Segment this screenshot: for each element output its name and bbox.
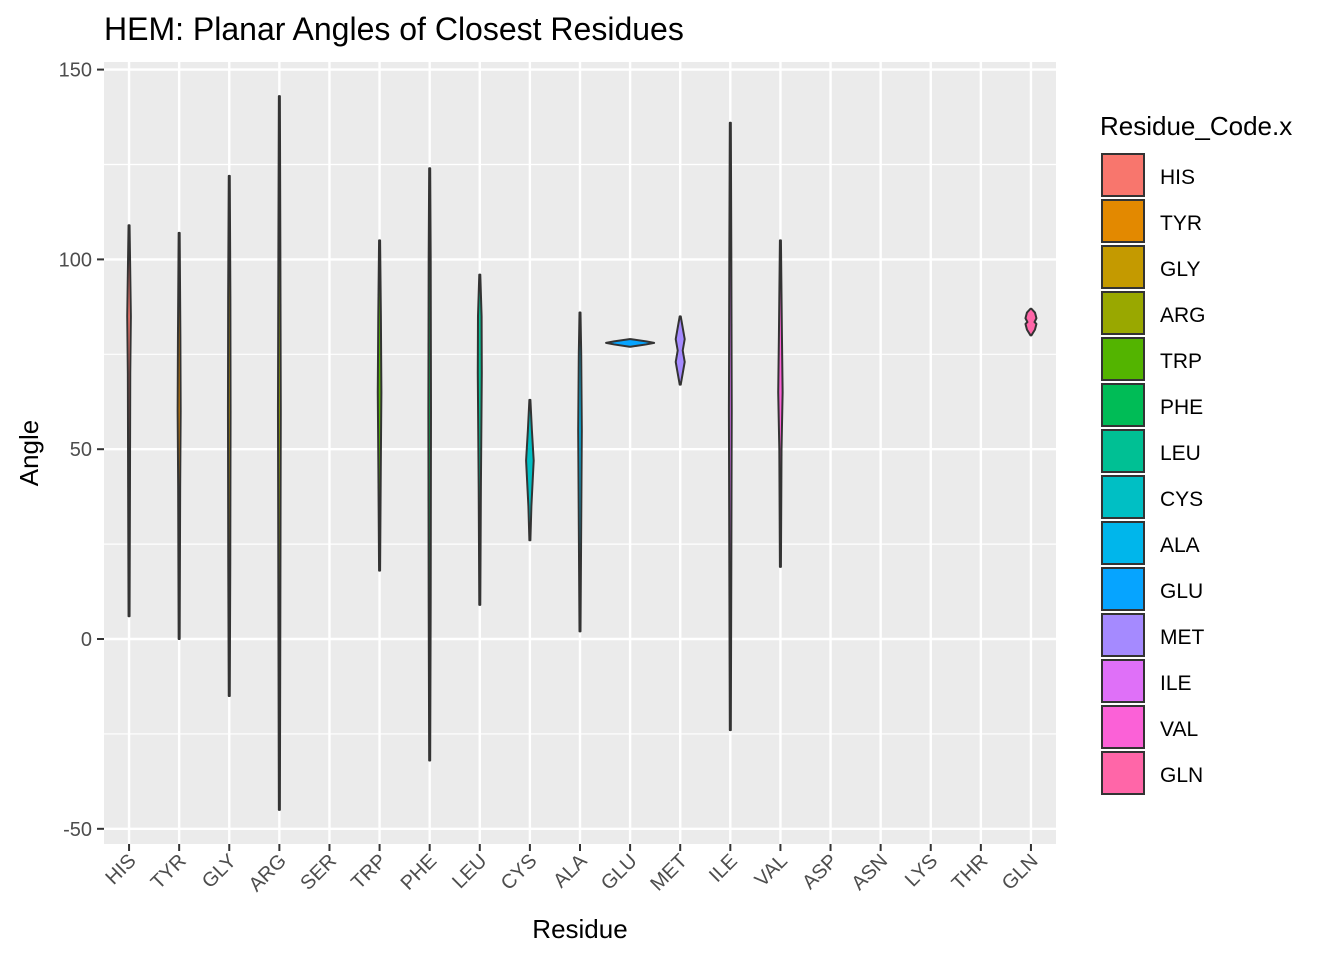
x-tick-label: ARG [245,850,291,896]
violin-tyr [176,231,182,641]
x-tick-label: HIS [101,850,140,889]
y-axis-title: Angle [14,420,44,487]
chart-title: HEM: Planar Angles of Closest Residues [104,11,684,47]
legend-label: VAL [1160,718,1198,741]
violin-ala [577,311,583,633]
legend-label: LEU [1160,442,1201,465]
legend-label: ALA [1160,534,1200,557]
violin-gln [1024,307,1038,337]
legend-label: PHE [1160,396,1203,419]
legend: Residue_Code.x HIS TYR GLY ARG TRP PHE LEU CYS A… [1100,111,1292,795]
x-tick-label: ILE [705,850,742,887]
violin-ile [727,121,733,732]
x-axis-title: Residue [532,914,627,944]
legend-title: Residue_Code.x [1100,111,1292,141]
legend-key [1101,153,1145,197]
legend-label: MET [1160,626,1205,649]
legend-label: ILE [1160,672,1192,695]
y-tick-label: 150 [59,60,92,82]
legend-label: TRP [1160,350,1202,373]
violin-gly [226,174,232,697]
violin-trp [376,239,383,572]
x-tick-label: LEU [448,850,491,893]
x-tick-label: TRP [347,850,391,894]
x-tick-label: ASN [848,850,893,895]
x-tick-label: SER [296,850,341,895]
legend-label: GLY [1160,258,1200,281]
legend-label: CYS [1160,488,1203,511]
legend-key [1101,659,1145,703]
x-tick-label: LYS [901,850,942,891]
y-tick-label: 100 [59,249,92,271]
y-tick-label: 0 [81,629,92,651]
violin-phe [427,167,432,762]
x-tick-label: CYS [497,850,542,895]
legend-label: TYR [1160,212,1202,235]
x-tick-label: VAL [751,850,792,891]
legend-key [1101,291,1145,335]
legend-label: GLU [1160,580,1203,603]
legend-key [1101,567,1145,611]
violin-glu [605,338,656,348]
x-tick-label: TYR [147,850,191,894]
x-tick-label: PHE [397,850,442,895]
y-tick-label: 50 [70,439,92,461]
y-axis: -50 0 50 100 150 [59,60,104,841]
legend-key [1101,245,1145,289]
legend-key [1101,337,1145,381]
legend-key [1101,751,1145,795]
x-tick-label: MET [646,850,691,895]
legend-key [1101,429,1145,473]
legend-entries: HIS TYR GLY ARG TRP PHE LEU CYS ALA GLU MET ILE VAL G… [1101,153,1206,795]
legend-key [1101,613,1145,657]
x-tick-label: ALA [549,850,592,893]
x-tick-label: GLN [998,850,1043,895]
legend-key [1101,383,1145,427]
violin-arg [276,95,282,811]
legend-key [1101,475,1145,519]
legend-label: GLN [1160,764,1203,787]
x-axis: HIS TYR GLY ARG SER TRP PHE LEU CYS ALA GLU MET ILE V… [101,844,1042,896]
legend-key [1101,199,1145,243]
x-tick-label: ASP [798,850,842,894]
violin-his [126,224,132,618]
y-tick-label: -50 [63,819,92,841]
legend-key [1101,705,1145,749]
legend-label: HIS [1160,166,1195,189]
violin-leu [476,273,483,606]
legend-label: ARG [1160,304,1206,327]
violins [126,95,1038,811]
violin-met [674,315,686,386]
x-tick-label: GLY [198,850,241,893]
x-tick-label: GLU [597,850,642,895]
violin-val [777,239,784,568]
violin-cys [525,398,535,542]
legend-key [1101,521,1145,565]
x-tick-label: THR [948,850,993,895]
